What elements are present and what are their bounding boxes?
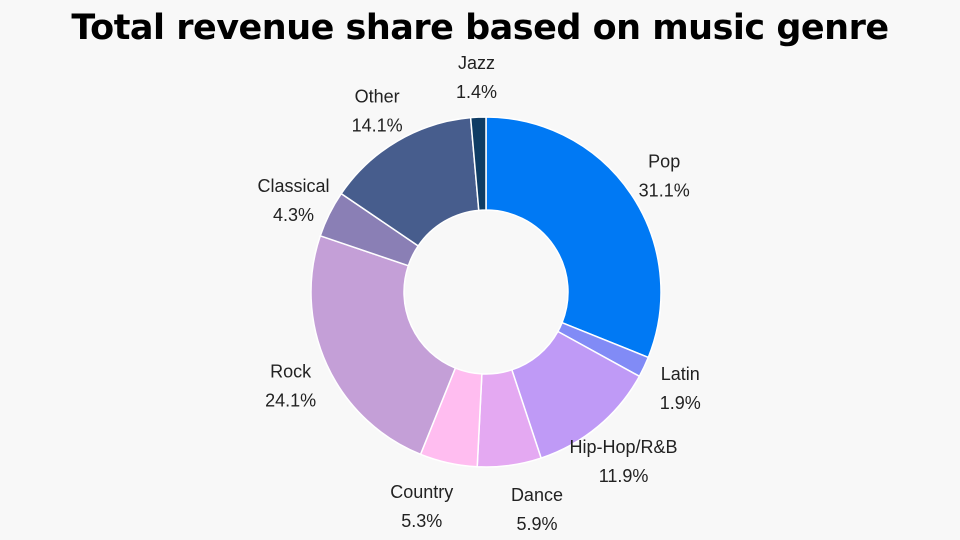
- slice-label-value: 5.9%: [516, 514, 557, 534]
- slice-label-rock: Rock 24.1%: [265, 362, 316, 411]
- slice-jazz: [469, 116, 487, 212]
- slice-pop: [485, 116, 662, 359]
- slice-label-name: Jazz: [458, 53, 495, 73]
- slice-label-value: 31.1%: [639, 181, 690, 201]
- donut-labels: Pop 31.1% Latin 1.9% Hip-Hop/R&B 11.9% Dance 5.…: [258, 53, 701, 534]
- slice-label-pop: Pop 31.1%: [639, 152, 690, 201]
- slice-label-name: Country: [390, 482, 453, 502]
- slice-label-name: Hip-Hop/R&B: [570, 437, 678, 457]
- slice-label-name: Pop: [648, 152, 680, 172]
- slice-label-dance: Dance 5.9%: [511, 485, 563, 534]
- slice-other: [340, 116, 480, 247]
- slice-rock: [310, 234, 457, 456]
- donut-slices: [310, 116, 662, 468]
- slice-label-name: Dance: [511, 485, 563, 505]
- slice-label-name: Classical: [258, 176, 330, 196]
- slice-label-name: Rock: [270, 362, 312, 382]
- slice-label-classical: Classical 4.3%: [258, 176, 330, 225]
- slice-label-value: 24.1%: [265, 391, 316, 411]
- slice-label-jazz: Jazz 1.4%: [456, 53, 497, 102]
- slice-label-country: Country 5.3%: [390, 482, 453, 531]
- slice-label-value: 1.9%: [660, 393, 701, 413]
- slice-label-name: Latin: [661, 364, 700, 384]
- slice-label-value: 14.1%: [352, 116, 403, 136]
- slice-label-latin: Latin 1.9%: [660, 364, 701, 413]
- slice-label-value: 1.4%: [456, 82, 497, 102]
- slice-label-other: Other 14.1%: [352, 87, 403, 136]
- slice-label-hip-hop-randb: Hip-Hop/R&B 11.9%: [570, 437, 678, 486]
- chart-title: Total revenue share based on music genre: [71, 8, 889, 48]
- slice-label-value: 5.3%: [401, 511, 442, 531]
- slice-label-value: 4.3%: [273, 205, 314, 225]
- slice-label-name: Other: [355, 87, 400, 107]
- slice-label-value: 11.9%: [599, 466, 649, 486]
